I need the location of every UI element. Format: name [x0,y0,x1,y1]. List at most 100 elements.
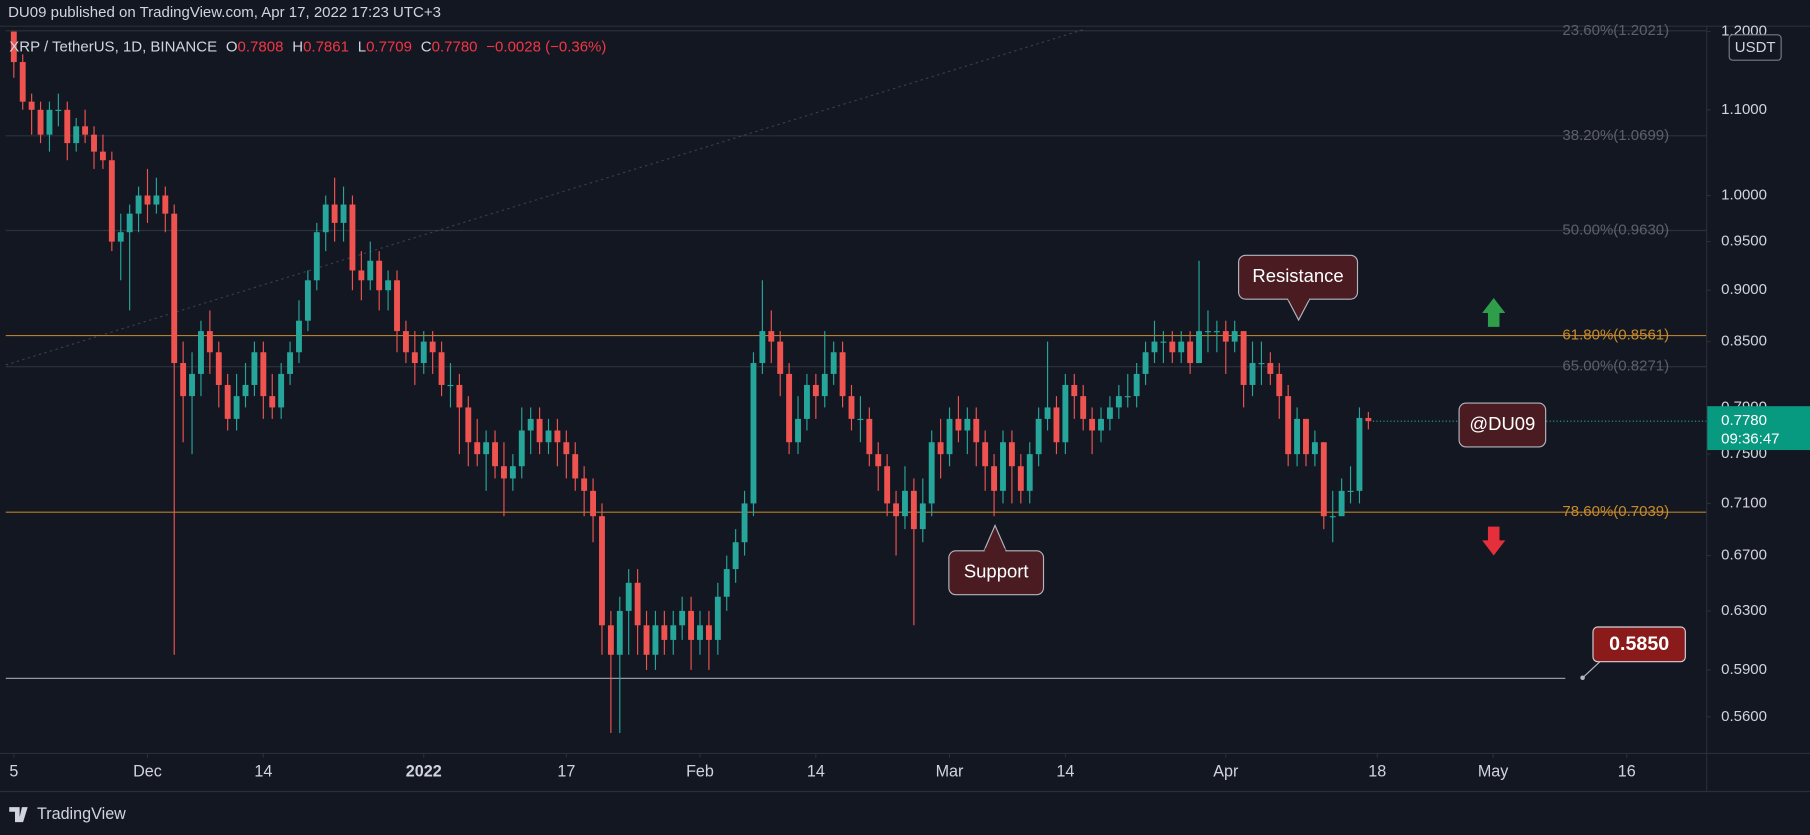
candle-body [750,363,757,504]
fib-label: 23.60%(1.2021) [1562,22,1669,39]
fib-label: 61.80%(0.8561) [1562,327,1669,344]
candle-body [1062,384,1069,443]
candle-body [278,373,285,408]
candle-body [1178,341,1185,353]
candle-body [777,341,784,374]
candle-body [447,384,454,387]
candle-body [1133,373,1140,397]
candle-body [848,396,855,419]
legend-c-value: 0.7780 [432,39,478,56]
candle-body [982,442,989,467]
candle-body [688,610,695,640]
candle-body [501,466,507,479]
candle-body [875,454,882,467]
candle-body [349,204,356,271]
candle-body [572,454,579,479]
currency-box[interactable] [1728,34,1782,61]
candle-body [803,384,810,419]
candle-body [358,270,365,281]
candle-body [857,418,864,421]
candle-body [902,490,908,517]
x-tick-label: 14 [254,763,272,781]
up-arrow [1482,298,1506,327]
y-tick-label: 0.6300 [1721,602,1767,619]
candle-body [1124,396,1131,398]
candle-body [1115,396,1122,408]
candle-body [1294,418,1301,455]
author-label: @DU09 [1469,413,1535,434]
axes: 1.20001.10001.00000.95000.90000.85000.79… [9,23,1810,781]
candle-body [1303,418,1309,455]
y-tick-label: 1.1000 [1721,101,1767,118]
candle-body [456,384,463,408]
y-tick-label: 0.6700 [1721,547,1767,564]
candle-body [518,430,525,467]
candle-body [616,610,623,655]
candle-body [429,341,436,353]
candle-body [1053,407,1060,443]
candle-body [795,418,801,443]
candle-body [1213,331,1220,333]
candle-body [1231,331,1238,342]
candle-body [1026,454,1033,491]
support-label: Support [964,561,1029,582]
brand-name[interactable]: TradingView [37,805,126,823]
candle-body [1089,418,1096,431]
candle-body [946,418,953,455]
down-arrow [1482,526,1506,556]
candle-body [322,204,329,233]
published-line: DU09 published on TradingView.com, Apr 1… [8,4,441,21]
candle-body [919,503,926,530]
candle-body [705,625,712,640]
x-tick-label: 16 [1618,763,1636,781]
candle-body [964,418,971,431]
chart-legend: XRP / TetherUS, 1D, BINANCE O0.7808 H0.7… [9,39,606,56]
candle-body [492,442,498,467]
candle-body [759,331,766,364]
candle-body [723,569,730,597]
candle-body [55,109,62,111]
price-tag-value: 0.7780 [1721,412,1767,429]
candle-body [46,109,53,135]
x-tick-label: 17 [557,763,575,781]
legend-h-value: 0.7861 [303,39,349,56]
candle-body [884,466,891,504]
candle-body [1044,407,1051,419]
candle-body [82,126,89,135]
candle-body [866,418,873,455]
candle-body [171,213,178,364]
candle-body [117,232,124,242]
candle-body [296,320,302,353]
legend-l-value: 0.7709 [366,39,412,56]
candle-body [411,352,418,364]
candle-body [1222,331,1229,342]
candle-body [625,582,632,611]
candle-body [287,352,294,374]
x-tick-label: 14 [807,763,825,781]
candle-body [1035,418,1042,455]
resistance-label: Resistance [1252,265,1343,286]
x-tick-label: 14 [1056,763,1074,781]
candle-body [821,373,828,397]
candle-body [1276,373,1283,397]
candle-body [1205,331,1211,333]
candle-body [991,466,998,491]
candle-body [1142,352,1149,374]
author-box [1458,402,1547,448]
fib-label: 50.00%(0.9630) [1562,221,1669,238]
candle-body [509,466,516,479]
candle-body [545,430,552,443]
candle-body [812,384,819,397]
candle-body [634,582,641,626]
legend-o-value: 0.7808 [238,39,284,56]
candle-body [1169,341,1176,353]
x-tick-label: 18 [1368,763,1386,781]
candle-body [599,516,605,626]
candle-body [224,384,231,419]
candle-body [554,430,561,443]
candle-body [1106,407,1113,419]
candle-body [973,418,980,443]
candle-body [607,625,614,655]
candle-body [768,331,775,342]
candle-body [394,280,400,332]
